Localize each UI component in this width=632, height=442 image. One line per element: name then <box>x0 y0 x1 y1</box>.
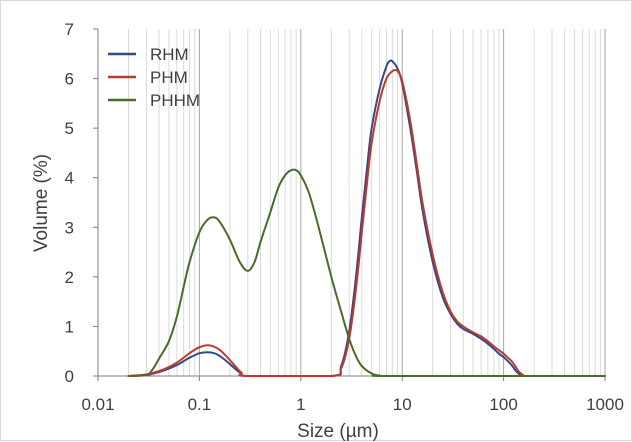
x-axis-title: Size (µm) <box>297 421 379 442</box>
legend-label-rhm: RHM <box>150 45 189 64</box>
x-tick-label: 10 <box>393 395 412 414</box>
grid-layer <box>97 29 606 376</box>
x-tick-label: 1000 <box>586 395 624 414</box>
x-tick-label: 1 <box>296 395 305 414</box>
y-tick-label: 6 <box>65 70 74 89</box>
y-tick-label: 7 <box>65 20 74 39</box>
series-line-phhm <box>127 168 606 378</box>
x-tick-label: 100 <box>489 395 517 414</box>
legend-label-phm: PHM <box>150 68 188 87</box>
x-tick-label: 0.01 <box>81 395 114 414</box>
y-tick-label: 2 <box>65 268 74 287</box>
series-line-phm <box>127 68 526 378</box>
series-layer <box>127 59 606 378</box>
legend: RHM PHM PHHM <box>108 45 200 110</box>
y-tick-label: 0 <box>65 367 74 386</box>
legend-label-phhm: PHHM <box>150 91 200 110</box>
x-tick-label: 0.1 <box>188 395 212 414</box>
series-line-rhm <box>127 59 526 378</box>
y-tick-label: 3 <box>65 218 74 237</box>
axes-layer: 0 1 2 3 4 5 6 7 0.01 0.1 1 10 100 1000 <box>65 20 624 414</box>
y-axis-title: Volume (%) <box>31 154 52 252</box>
y-tick-label: 4 <box>65 169 74 188</box>
y-tick-label: 1 <box>65 317 74 336</box>
y-tick-label: 5 <box>65 119 74 138</box>
